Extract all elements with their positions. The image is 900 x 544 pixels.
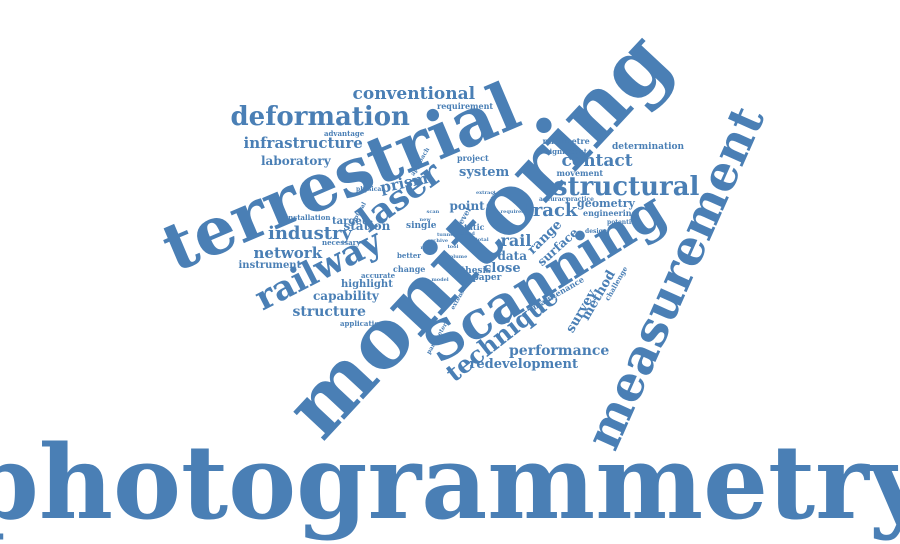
word-redevelopment: redevelopment: [469, 356, 579, 372]
word-performance: performance: [509, 343, 610, 359]
word-infrastructure: infrastructure: [243, 133, 363, 152]
word-accurate: accurate: [361, 270, 396, 280]
word-station: station: [343, 219, 391, 233]
word-millimetre: millimetre: [542, 136, 590, 146]
word-application: application: [340, 318, 385, 328]
word-geometry: geometry: [577, 196, 635, 210]
word-physical: physical: [356, 186, 384, 193]
word-requirement: requirement: [437, 101, 494, 111]
word-necessary: necessary: [322, 237, 361, 247]
word-tool: tool: [447, 243, 459, 250]
word-photogrammetry: photogrammetry: [0, 423, 900, 543]
word-system: system: [459, 164, 510, 180]
word-practice: practice: [566, 196, 594, 203]
word-potential: potential: [607, 219, 638, 226]
word-network: network: [253, 243, 323, 262]
word-real: real: [420, 244, 432, 251]
word-highlight: highlight: [341, 279, 393, 290]
word-scan: scan: [426, 208, 440, 215]
word-paper: paper: [472, 272, 502, 283]
word-laboratory: laboratory: [261, 154, 331, 168]
word-requires: requires: [500, 208, 524, 215]
word-installation: installation: [285, 212, 331, 222]
word-better: better: [397, 250, 421, 260]
word-new: new: [419, 216, 431, 223]
word-capability: capability: [313, 289, 379, 303]
word-model: model: [431, 276, 449, 283]
word-static: static: [459, 222, 485, 232]
word-track: track: [524, 200, 578, 221]
word-instrument: instrument: [238, 260, 302, 271]
word-deformation: deformation: [230, 102, 410, 132]
word-extract: extract: [476, 189, 496, 196]
word-data: data: [497, 249, 527, 263]
word-close: close: [483, 260, 521, 276]
word-design: design: [585, 228, 608, 235]
word-movement: movement: [556, 168, 604, 178]
word-accuracy: accuracy: [539, 196, 569, 203]
word-industry: industry: [268, 223, 352, 244]
word-total: total: [475, 236, 489, 243]
word-point: point: [449, 199, 485, 213]
word-contact: contact: [561, 150, 633, 171]
word-tunnel: tunnel: [437, 231, 456, 238]
word-conventional: conventional: [352, 83, 476, 104]
word-single: single: [406, 220, 437, 231]
word-engineering: engineering: [583, 208, 638, 218]
word-archive: archive: [427, 237, 449, 244]
word-determination: determination: [612, 141, 685, 152]
word-significant: significant: [545, 146, 587, 156]
word-structure: structure: [292, 304, 366, 320]
word-cloud: cloud: [459, 230, 475, 237]
word-structural: structural: [553, 172, 700, 202]
word-thesis: thesis: [461, 265, 491, 276]
word-change: change: [393, 264, 426, 274]
word-volume: volume: [447, 253, 468, 260]
word-project: project: [457, 153, 489, 163]
word-advantage: advantage: [324, 128, 365, 138]
word-target: target: [332, 216, 367, 227]
word-rail: rail: [500, 231, 532, 250]
